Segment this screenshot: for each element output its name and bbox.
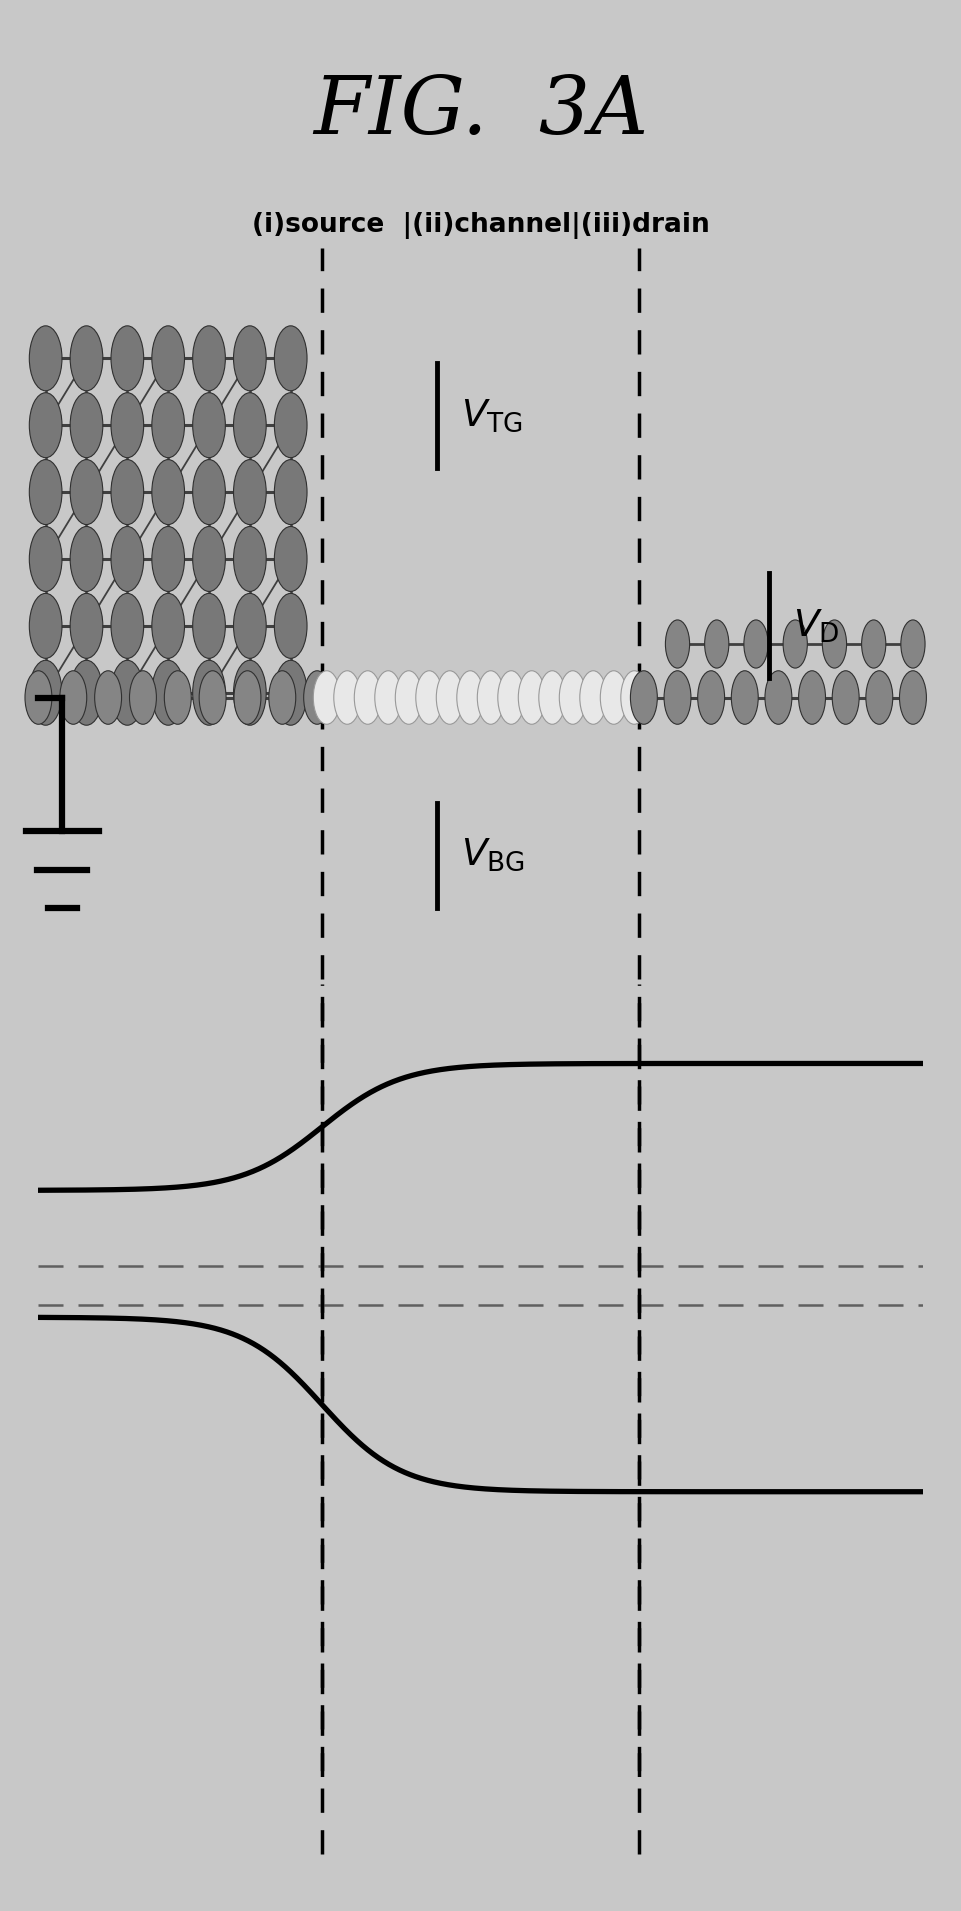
Circle shape (70, 592, 103, 657)
Circle shape (355, 671, 382, 724)
Circle shape (199, 671, 226, 724)
Circle shape (70, 526, 103, 592)
Circle shape (29, 461, 62, 526)
Circle shape (111, 592, 144, 657)
Circle shape (665, 619, 690, 669)
Circle shape (823, 619, 847, 669)
Circle shape (630, 671, 657, 724)
Circle shape (783, 619, 807, 669)
Circle shape (275, 661, 308, 726)
Circle shape (234, 661, 266, 726)
Circle shape (152, 661, 185, 726)
Circle shape (698, 671, 725, 724)
Circle shape (111, 325, 144, 392)
Circle shape (60, 671, 86, 724)
Circle shape (704, 619, 728, 669)
Circle shape (799, 671, 825, 724)
Circle shape (95, 671, 122, 724)
Circle shape (416, 671, 443, 724)
Circle shape (275, 392, 308, 459)
Circle shape (275, 461, 308, 526)
Text: $V_{\mathregular{TG}}$: $V_{\mathregular{TG}}$ (461, 397, 523, 434)
Circle shape (193, 526, 225, 592)
Circle shape (111, 461, 144, 526)
Circle shape (152, 461, 185, 526)
Circle shape (70, 461, 103, 526)
Circle shape (765, 671, 792, 724)
Circle shape (193, 592, 225, 657)
Circle shape (193, 461, 225, 526)
Circle shape (395, 671, 422, 724)
Text: FIG.  3A: FIG. 3A (313, 73, 648, 151)
Circle shape (234, 671, 261, 724)
Circle shape (601, 671, 628, 724)
Circle shape (621, 671, 648, 724)
Circle shape (111, 392, 144, 459)
Circle shape (313, 671, 340, 724)
Circle shape (70, 661, 103, 726)
Circle shape (152, 526, 185, 592)
Circle shape (304, 671, 331, 724)
Circle shape (111, 661, 144, 726)
Circle shape (164, 671, 191, 724)
Circle shape (559, 671, 586, 724)
Circle shape (498, 671, 525, 724)
Circle shape (269, 671, 296, 724)
Circle shape (29, 392, 62, 459)
Text: $V_{\mathregular{BG}}$: $V_{\mathregular{BG}}$ (461, 837, 525, 873)
Circle shape (25, 671, 52, 724)
Circle shape (234, 592, 266, 657)
Circle shape (234, 461, 266, 526)
Circle shape (29, 592, 62, 657)
Circle shape (456, 671, 483, 724)
Circle shape (29, 526, 62, 592)
Circle shape (832, 671, 859, 724)
Circle shape (152, 592, 185, 657)
Circle shape (234, 526, 266, 592)
Circle shape (234, 325, 266, 392)
Circle shape (744, 619, 768, 669)
Circle shape (70, 392, 103, 459)
Circle shape (29, 661, 62, 726)
Text: (i)source  |(ii)channel|(iii)drain: (i)source |(ii)channel|(iii)drain (252, 212, 709, 239)
Circle shape (130, 671, 157, 724)
Circle shape (518, 671, 545, 724)
Circle shape (436, 671, 463, 724)
Circle shape (275, 526, 308, 592)
Circle shape (539, 671, 566, 724)
Circle shape (152, 392, 185, 459)
Circle shape (275, 325, 308, 392)
Circle shape (333, 671, 360, 724)
Circle shape (478, 671, 505, 724)
Circle shape (375, 671, 402, 724)
Circle shape (900, 619, 925, 669)
Circle shape (731, 671, 758, 724)
Text: $V_{\mathregular{D}}$: $V_{\mathregular{D}}$ (793, 608, 839, 644)
Circle shape (70, 325, 103, 392)
Circle shape (29, 325, 62, 392)
Circle shape (664, 671, 691, 724)
Circle shape (193, 325, 225, 392)
Circle shape (152, 325, 185, 392)
Circle shape (579, 671, 606, 724)
Circle shape (866, 671, 893, 724)
Circle shape (193, 392, 225, 459)
Circle shape (275, 592, 308, 657)
Circle shape (193, 661, 225, 726)
Circle shape (899, 671, 926, 724)
Circle shape (234, 392, 266, 459)
Circle shape (111, 526, 144, 592)
Circle shape (862, 619, 886, 669)
